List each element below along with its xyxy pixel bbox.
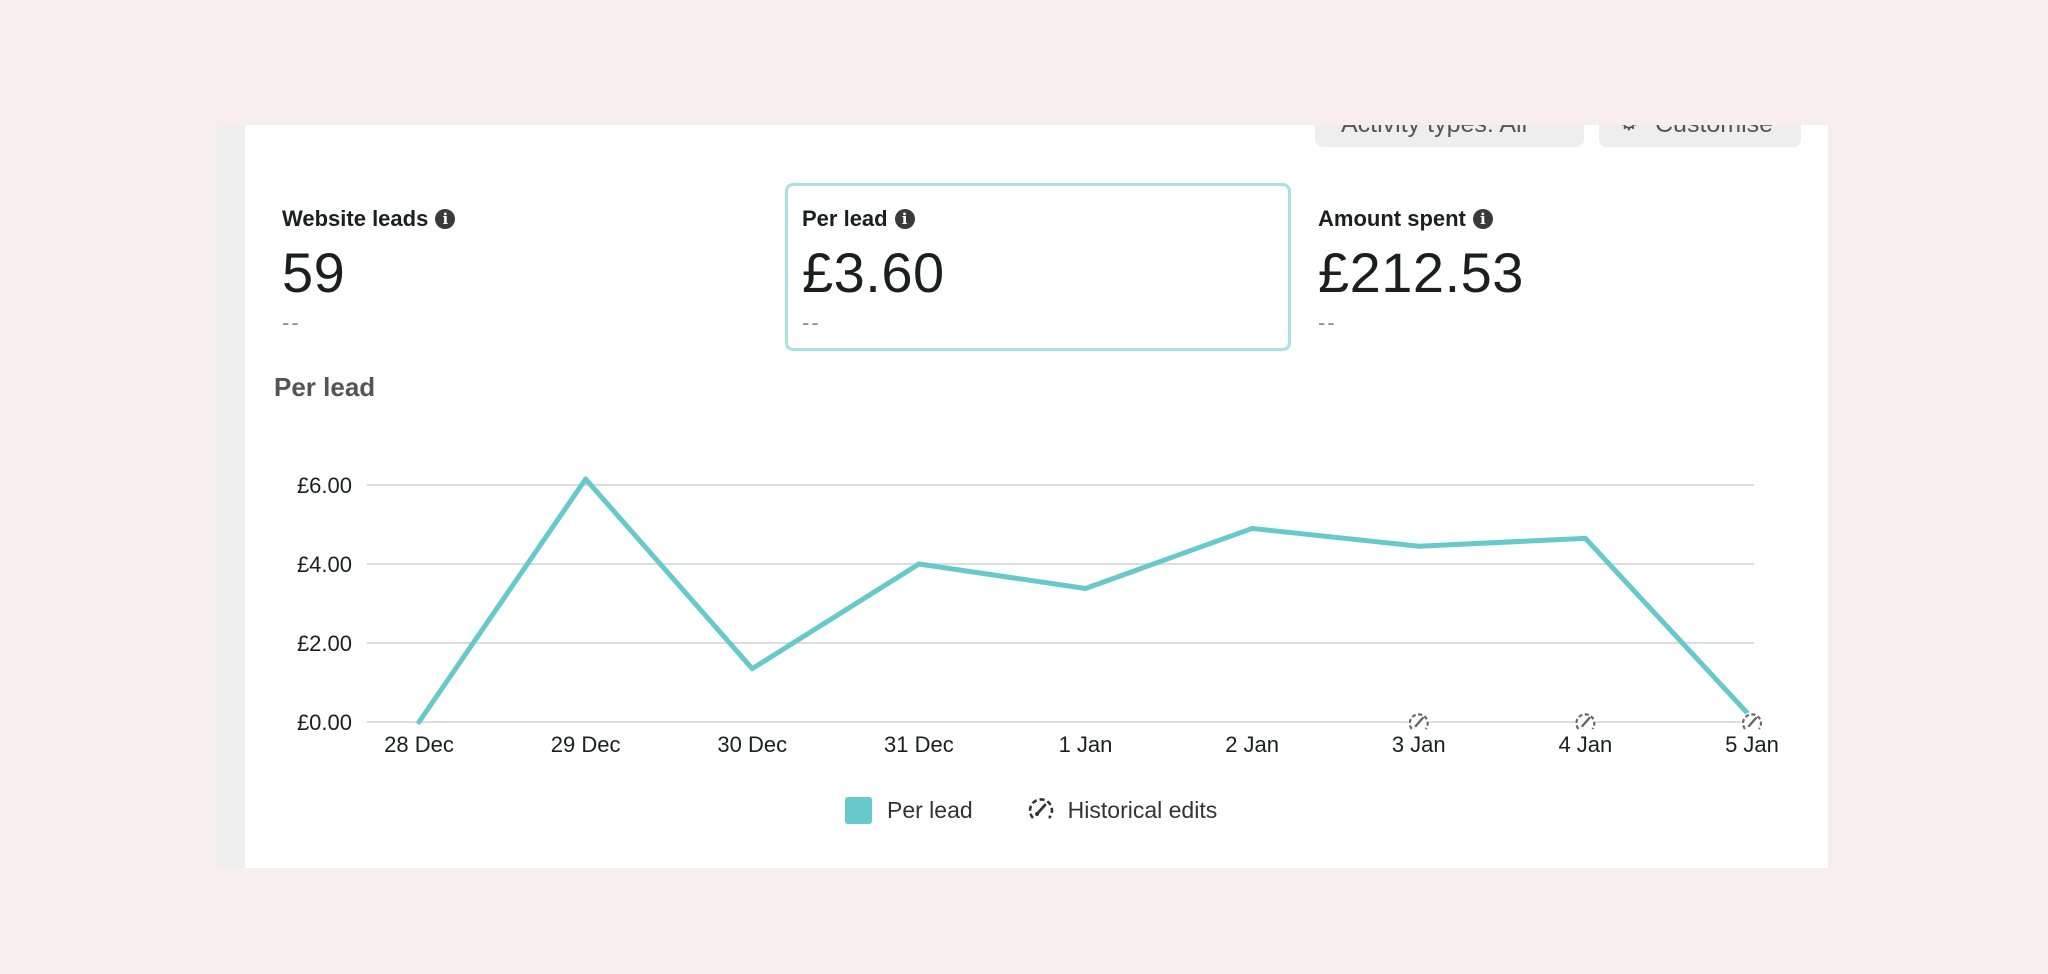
legend-item-historical-edits[interactable]: Historical edits [1026,795,1218,825]
customise-button[interactable]: ⚙ Customise [1599,125,1801,147]
y-tick-label: £0.00 [297,710,352,735]
info-icon[interactable]: i [1472,209,1493,229]
customise-label: Customise [1655,125,1773,138]
historical-edit-marker-icon[interactable] [1574,712,1597,734]
x-tick-label: 1 Jan [1059,732,1113,757]
data-point [583,476,589,482]
historical-edit-marker-icon[interactable] [1741,712,1763,734]
metric-value: £3.60 [802,241,945,304]
info-icon[interactable]: i [894,209,915,229]
data-point [1083,585,1088,591]
series-line [416,476,1755,725]
x-tick-label: 31 Dec [884,732,954,757]
x-tick-label: 5 Jan [1725,732,1779,757]
per-lead-line-chart: £0.00 £2.00 £4.00 £6.00 28 Dec 29 Dec 30 Dec 31… [297,473,1779,757]
metric-label: Website leads i [282,205,788,233]
y-tick-label: £2.00 [297,631,352,656]
metric-label: Amount spent i [1318,205,1824,233]
data-point [916,561,922,567]
chart-legend: Per lead Historical edits [845,793,1217,827]
activity-types-button[interactable]: Activity types: All [1315,125,1584,147]
metric-card-website-leads[interactable]: Website leads i 59 -- [282,183,788,351]
x-tick-label: 30 Dec [717,732,787,757]
metric-card-amount-spent[interactable]: Amount spent i £212.53 -- [1318,183,1824,351]
metric-value: 59 [282,241,346,304]
legend-item-per-lead[interactable]: Per lead [845,796,973,824]
chart-title: Per lead [274,372,376,402]
metric-label: Per lead i [802,205,1288,233]
historical-edit-marker-icon[interactable] [1407,712,1430,734]
metric-label-text: Amount spent [1318,206,1466,231]
legend-label: Per lead [887,796,973,823]
data-point [416,719,422,725]
metric-value: £212.53 [1318,241,1524,304]
x-tick-label: 29 Dec [551,732,621,757]
right-panel-edge [1828,125,1830,868]
left-panel-edge [217,125,245,868]
metric-card-per-lead[interactable]: Per lead i £3.60 -- [785,183,1291,351]
data-point [1582,535,1588,541]
historical-edits-icon [1028,798,1053,819]
metric-comparison: -- [1318,310,1337,335]
customise-icon: ⚙ [1619,125,1639,147]
legend-swatch [845,796,872,824]
x-tick-label: 28 Dec [384,732,454,757]
info-icon[interactable]: i [435,209,456,229]
data-point [1249,525,1255,531]
screenshot-frame: Activity types: All ⚙ Customise Website l… [217,125,1830,868]
data-point [1416,543,1422,549]
x-tick-label: 4 Jan [1558,732,1612,757]
metric-comparison: -- [802,310,821,335]
activity-types-label: Activity types: All [1341,125,1527,138]
x-tick-label: 3 Jan [1392,732,1446,757]
metric-label-text: Per lead [802,206,888,231]
y-tick-label: £6.00 [297,473,352,498]
data-point [749,666,755,672]
metric-label-text: Website leads [282,206,429,231]
y-tick-label: £4.00 [297,552,352,577]
legend-label: Historical edits [1067,796,1218,823]
metric-comparison: -- [282,310,301,335]
x-tick-label: 2 Jan [1225,732,1279,757]
